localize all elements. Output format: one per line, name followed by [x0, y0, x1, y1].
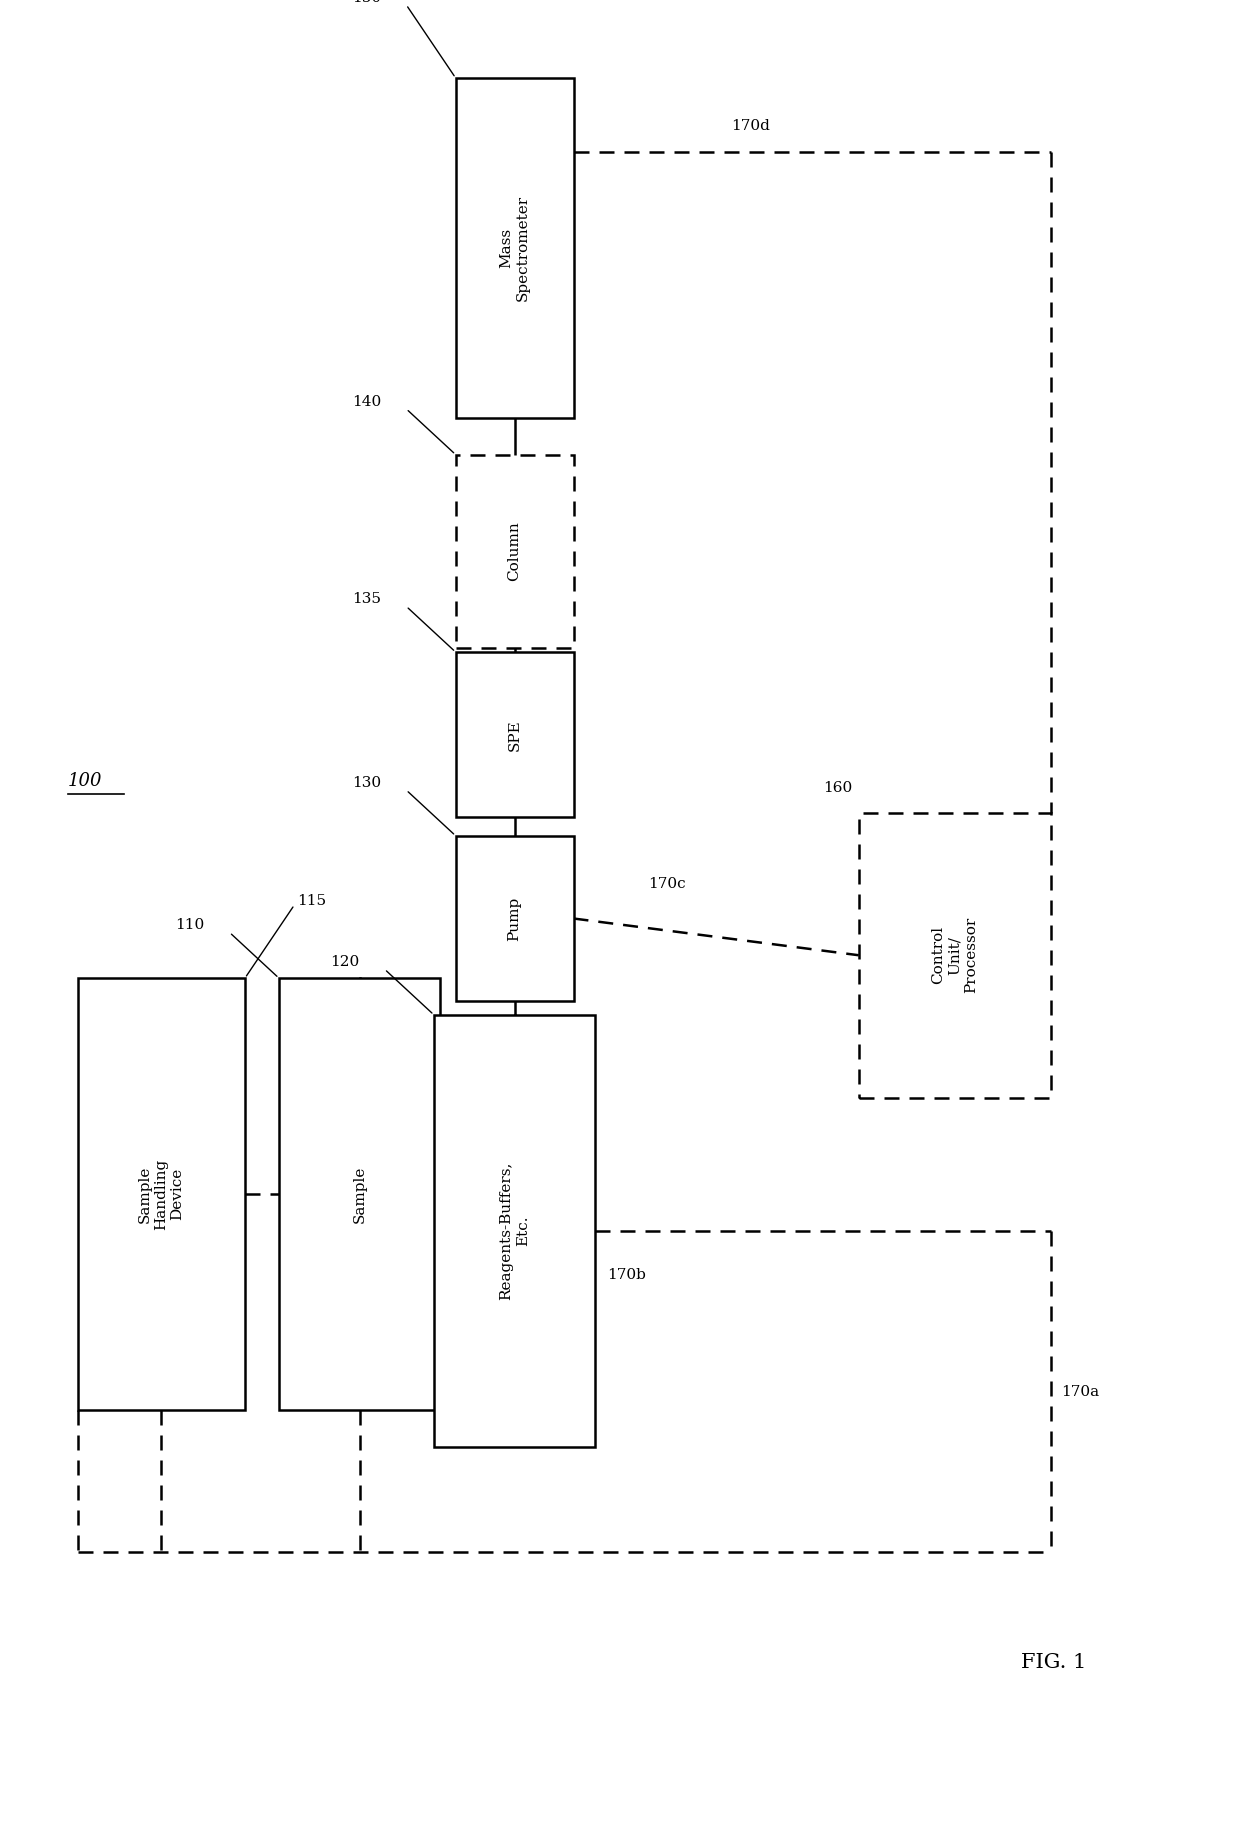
- Text: 140: 140: [352, 395, 382, 408]
- Text: Column: Column: [507, 522, 522, 580]
- Bar: [434, 1014, 595, 1448]
- Text: 120: 120: [330, 955, 360, 968]
- Bar: [77, 977, 246, 1411]
- Text: 150: 150: [352, 0, 382, 4]
- Text: Reagents-Buffers,
Etc.: Reagents-Buffers, Etc.: [500, 1161, 529, 1301]
- Bar: [279, 977, 440, 1411]
- Bar: [858, 812, 1052, 1097]
- Text: 170c: 170c: [647, 876, 686, 891]
- Text: 100: 100: [68, 772, 103, 790]
- Bar: [456, 454, 573, 647]
- Text: 130: 130: [352, 775, 382, 790]
- Text: FIG. 1: FIG. 1: [1022, 1653, 1086, 1672]
- Text: Mass
Spectrometer: Mass Spectrometer: [500, 195, 529, 301]
- Text: 170a: 170a: [1060, 1385, 1099, 1398]
- Text: 110: 110: [175, 918, 205, 931]
- Bar: [456, 652, 573, 817]
- Text: 115: 115: [298, 895, 326, 907]
- Text: Pump: Pump: [507, 896, 522, 941]
- Text: Sample: Sample: [352, 1165, 367, 1223]
- Text: 135: 135: [352, 592, 382, 606]
- Bar: [456, 836, 573, 1001]
- Text: 170b: 170b: [608, 1268, 646, 1282]
- Text: SPE: SPE: [507, 718, 522, 751]
- Text: 160: 160: [823, 781, 853, 794]
- Text: 170d: 170d: [730, 119, 770, 134]
- Bar: [456, 77, 573, 417]
- Text: Sample
Handling
Device: Sample Handling Device: [138, 1159, 185, 1229]
- Text: Control
Unit/
Processor: Control Unit/ Processor: [931, 917, 978, 994]
